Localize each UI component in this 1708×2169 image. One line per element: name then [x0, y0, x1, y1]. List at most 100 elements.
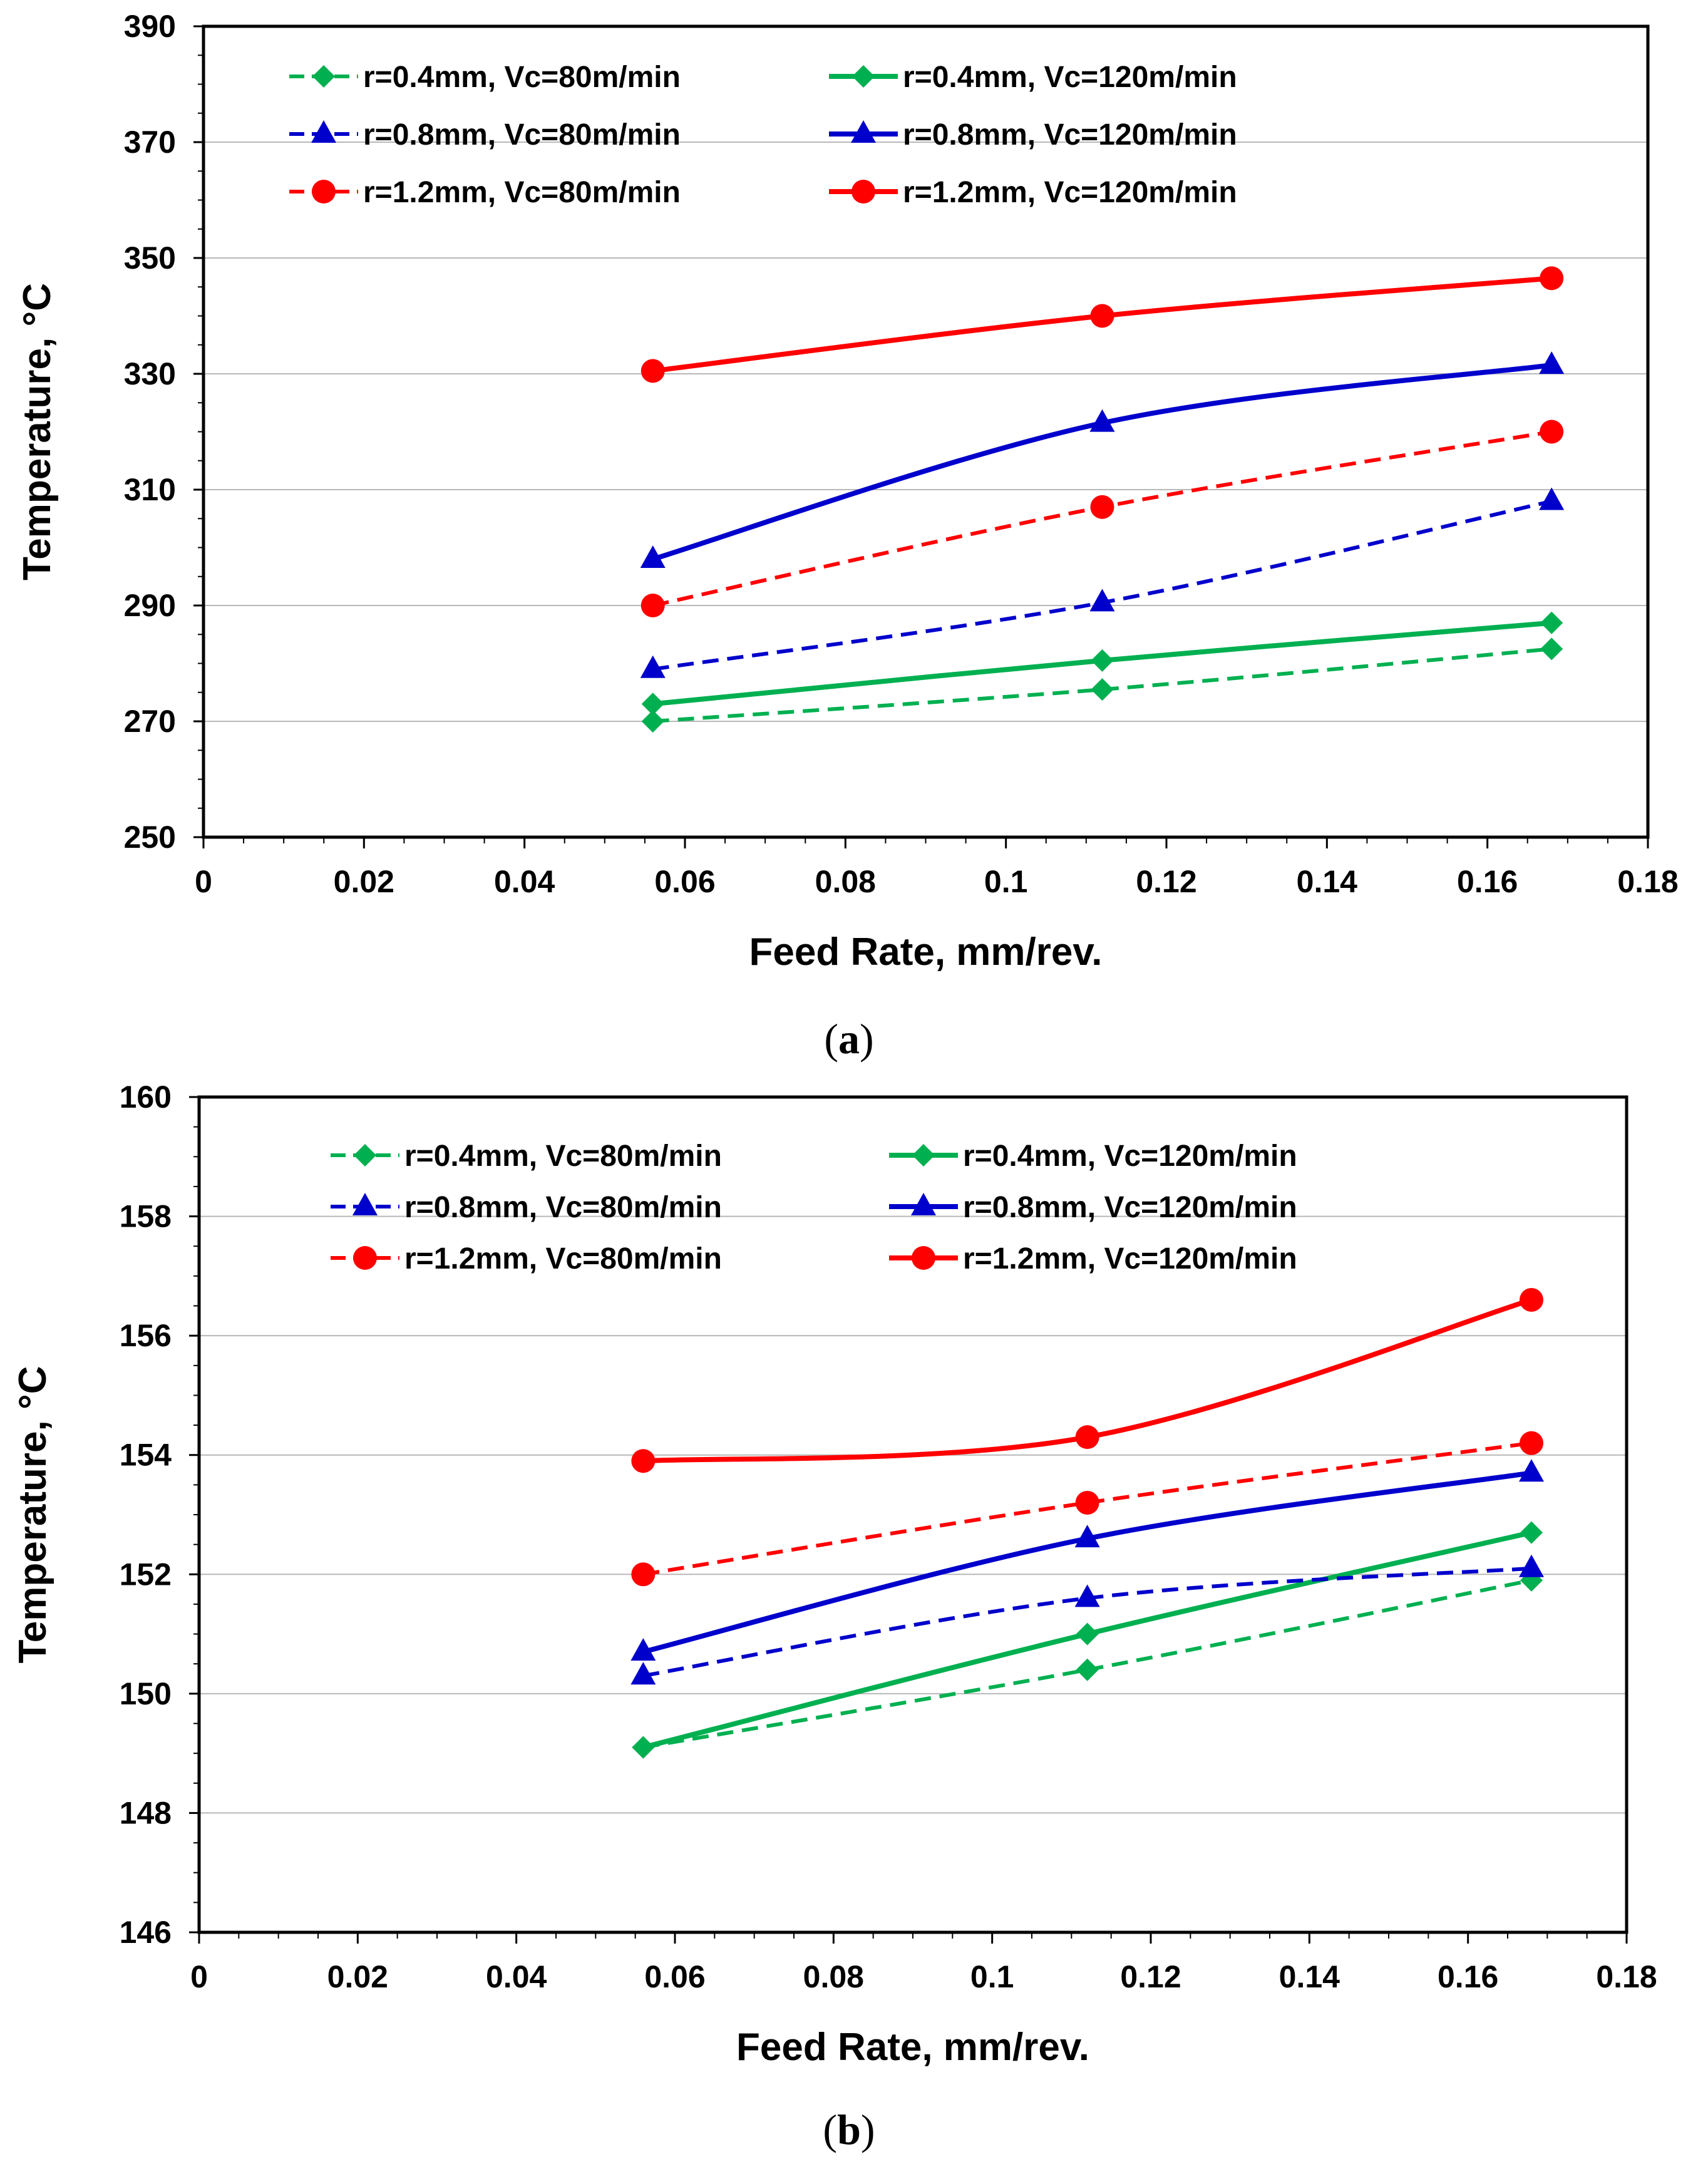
y-tick-label: 152 [120, 1557, 172, 1592]
x-axis-title: Feed Rate, mm/rev. [736, 2026, 1089, 2069]
y-tick-label: 270 [124, 704, 176, 739]
y-tick-label: 310 [124, 472, 176, 507]
legend-label: r=1.2mm, Vc=80m/min [363, 176, 681, 209]
triangle-marker [1074, 1584, 1100, 1607]
circle-marker [1540, 420, 1564, 444]
legend-label: r=1.2mm, Vc=120m/min [963, 1242, 1297, 1275]
x-tick-label: 0.18 [1617, 864, 1678, 899]
legend-diamond-marker [354, 1144, 376, 1167]
legend-circle-marker [312, 180, 336, 204]
legend-label: r=0.8mm, Vc=80m/min [404, 1191, 722, 1224]
triangle-marker [640, 655, 666, 678]
triangle-marker [1519, 1554, 1544, 1577]
chart-a: 250 270 290 310 330 350 370 390 0 0.02 0.04 0.06 0.0… [16, 9, 1679, 974]
series-line [652, 499, 1552, 671]
y-tick-label: 390 [124, 9, 176, 44]
x-tick-label: 0.18 [1596, 1959, 1657, 1994]
circle-marker [1520, 1431, 1543, 1455]
triangle-marker [630, 1662, 656, 1685]
x-tick-label: 0.08 [803, 1959, 864, 1994]
legend-triangle-marker [311, 120, 336, 143]
y-tick-label: 160 [120, 1079, 172, 1115]
caption-a: (a) [824, 1015, 873, 1063]
y-tick-label: 148 [120, 1795, 172, 1830]
legend-label: r=0.4mm, Vc=120m/min [903, 61, 1237, 94]
caption-letter-b: b [837, 2106, 861, 2153]
circle-marker [640, 359, 665, 383]
diamond-marker [632, 1736, 655, 1759]
x-tick-label: 0.06 [644, 1959, 705, 1994]
legend-label: r=0.4mm, Vc=80m/min [404, 1140, 722, 1173]
circle-marker [631, 1449, 656, 1473]
plot-frame [197, 1095, 1628, 1934]
y-tick-label: 146 [120, 1915, 172, 1950]
circle-marker [1090, 304, 1114, 328]
triangle-marker [640, 545, 666, 568]
triangle-marker [1539, 351, 1565, 374]
legend-triangle-marker [352, 1193, 378, 1215]
triangle-marker [1074, 1525, 1100, 1548]
triangle-marker [1539, 487, 1565, 510]
legend-circle-marker [912, 1246, 935, 1270]
x-tick-label: 0.04 [494, 864, 555, 899]
x-tick-label: 0.04 [486, 1959, 547, 1994]
circle-marker [640, 594, 665, 617]
legend-circle-marker [353, 1246, 377, 1270]
triangle-marker [1089, 589, 1115, 612]
diamond-marker [1540, 637, 1563, 661]
diamond-marker [1520, 1521, 1543, 1544]
legend-diamond-marker [912, 1144, 935, 1167]
legend-label: r=0.8mm, Vc=80m/min [363, 118, 681, 152]
y-tick-label: 290 [124, 588, 176, 623]
x-tick-label: 0.02 [327, 1959, 388, 1994]
chart-b: 146 148 150 152 154 156 158 160 0 0.02 0.04 0.06 0.0… [11, 1079, 1657, 2069]
x-tick-label: 0.1 [984, 864, 1028, 899]
diamond-marker [1091, 678, 1114, 701]
x-tick-label: 0.02 [334, 864, 394, 899]
legend-triangle-marker [851, 120, 876, 143]
legend-diamond-marker [312, 65, 335, 88]
diamond-marker [641, 693, 664, 716]
legend-diamond-marker [852, 65, 875, 88]
triangle-marker [1089, 409, 1115, 432]
series-line [652, 647, 1552, 723]
y-tick-label: 150 [120, 1676, 172, 1711]
x-tick-label: 0 [190, 1959, 208, 1994]
series-line [642, 1441, 1532, 1577]
x-tick-label: 0.08 [815, 864, 876, 899]
series-line [652, 363, 1552, 562]
circle-marker [1520, 1287, 1543, 1312]
y-tick-label: 158 [120, 1199, 172, 1234]
y-tick-label: 330 [124, 356, 176, 391]
plot-frame [202, 24, 1650, 839]
x-tick-label: 0.12 [1120, 1959, 1181, 1994]
legend-triangle-marker [911, 1193, 936, 1215]
circle-marker [631, 1562, 656, 1587]
legend-label: r=0.8mm, Vc=120m/min [903, 118, 1237, 152]
legend-label: r=1.2mm, Vc=80m/min [404, 1242, 722, 1275]
legend-label: r=0.8mm, Vc=120m/min [963, 1191, 1297, 1224]
circle-marker [1090, 495, 1114, 519]
x-tick-label: 0.16 [1457, 864, 1518, 899]
diamond-marker [1076, 1658, 1099, 1681]
y-tick-label: 156 [120, 1318, 172, 1353]
legend-circle-marker [851, 180, 875, 204]
y-tick-label: 350 [124, 240, 176, 276]
diamond-marker [1091, 649, 1114, 672]
y-tick-label: 250 [124, 820, 176, 855]
x-tick-label: 0.14 [1297, 864, 1358, 899]
legend-label: r=1.2mm, Vc=120m/min [903, 176, 1237, 209]
y-axis-title: Temperature, °C [11, 1366, 54, 1664]
y-tick-label: 370 [124, 125, 176, 160]
caption-b: (b) [823, 2106, 875, 2153]
circle-marker [1075, 1490, 1099, 1515]
x-tick-label: 0.14 [1279, 1959, 1340, 1994]
y-tick-label: 154 [120, 1438, 172, 1473]
triangle-marker [1519, 1459, 1544, 1482]
caption-letter-a: a [838, 1015, 860, 1063]
x-tick-label: 0.1 [970, 1959, 1014, 1994]
diamond-marker [1076, 1622, 1099, 1646]
legend-label: r=0.4mm, Vc=120m/min [963, 1140, 1297, 1173]
circle-marker [1075, 1425, 1099, 1450]
x-tick-label: 0 [195, 864, 212, 899]
